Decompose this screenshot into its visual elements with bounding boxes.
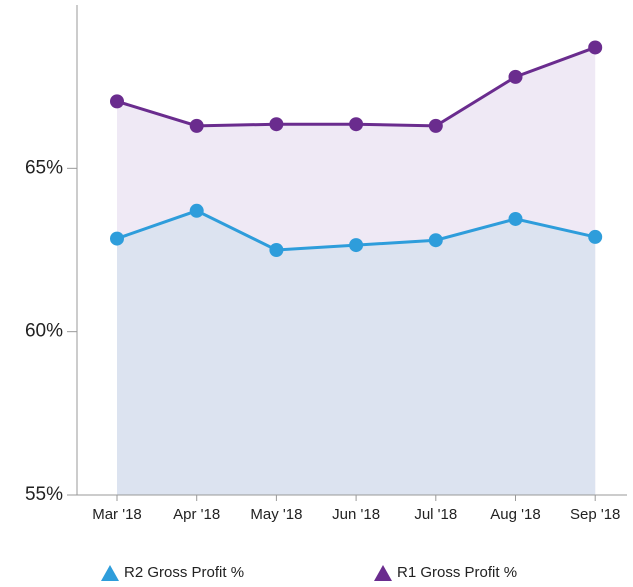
point <box>189 203 204 218</box>
point <box>110 94 124 109</box>
point <box>588 229 603 244</box>
point <box>269 243 284 257</box>
area <box>117 210 596 496</box>
x-tick-label: Jul '18 <box>414 506 457 523</box>
point <box>428 233 443 248</box>
point <box>189 118 204 133</box>
point <box>588 40 603 55</box>
point <box>508 211 523 226</box>
y-tick-label: 65% <box>25 157 63 178</box>
legend-marker <box>374 565 392 581</box>
y-tick-label: 60% <box>25 321 63 342</box>
x-tick-label: Mar '18 <box>92 506 142 523</box>
point <box>508 69 523 84</box>
legend-label: R2 Gross Profit % <box>124 564 244 581</box>
x-tick-label: Jun '18 <box>332 506 380 523</box>
point <box>349 238 364 253</box>
x-tick-label: Sep '18 <box>570 506 620 523</box>
point <box>349 117 364 132</box>
legend-marker <box>101 565 119 581</box>
point <box>110 231 124 246</box>
point <box>428 118 443 133</box>
x-tick-label: Apr '18 <box>173 506 220 523</box>
y-tick-label: 55% <box>25 484 63 505</box>
point <box>269 117 284 132</box>
x-tick-label: May '18 <box>250 506 302 523</box>
x-tick-label: Aug '18 <box>490 506 540 523</box>
legend-label: R1 Gross Profit % <box>397 564 517 581</box>
